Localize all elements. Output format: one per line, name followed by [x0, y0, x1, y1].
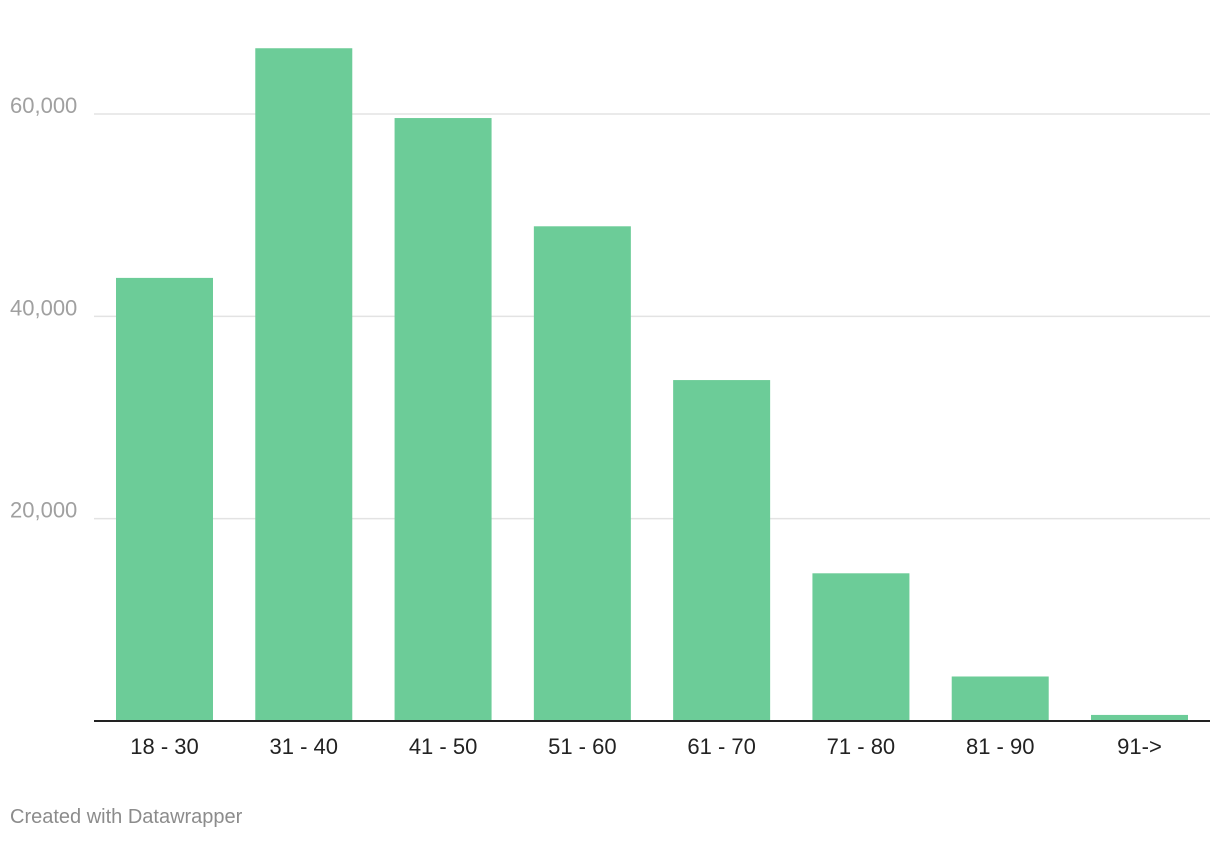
- bar-18-30: [116, 277, 213, 721]
- x-tick-label: 41 - 50: [409, 734, 478, 759]
- x-tick-label: 61 - 70: [687, 734, 756, 759]
- chart-credit: Created with Datawrapper: [10, 806, 243, 828]
- bars: [116, 48, 1188, 722]
- bar-71-80: [812, 573, 910, 721]
- bar-61-70: [673, 380, 771, 721]
- bar-81-90: [951, 676, 1049, 721]
- bar-91: [1091, 714, 1188, 721]
- y-tick-label: 60,000: [10, 93, 77, 118]
- x-tick-label: 71 - 80: [827, 734, 896, 759]
- bar-51-60: [533, 226, 631, 722]
- bar-31-40: [255, 48, 353, 722]
- bar-41-50: [394, 118, 492, 721]
- x-axis-ticks: 18 - 30 31 - 40 41 - 50 51 - 60 61 - 70 71 - …: [130, 734, 1162, 759]
- x-tick-label: 51 - 60: [548, 734, 617, 759]
- x-tick-label: 91->: [1117, 734, 1162, 759]
- x-tick-label: 31 - 40: [270, 734, 339, 759]
- y-tick-label: 40,000: [10, 295, 77, 320]
- x-tick-label: 18 - 30: [130, 734, 199, 759]
- x-tick-label: 81 - 90: [966, 734, 1035, 759]
- y-tick-label: 20,000: [10, 498, 77, 523]
- y-axis-ticks: 20,000 40,000 60,000: [10, 93, 77, 523]
